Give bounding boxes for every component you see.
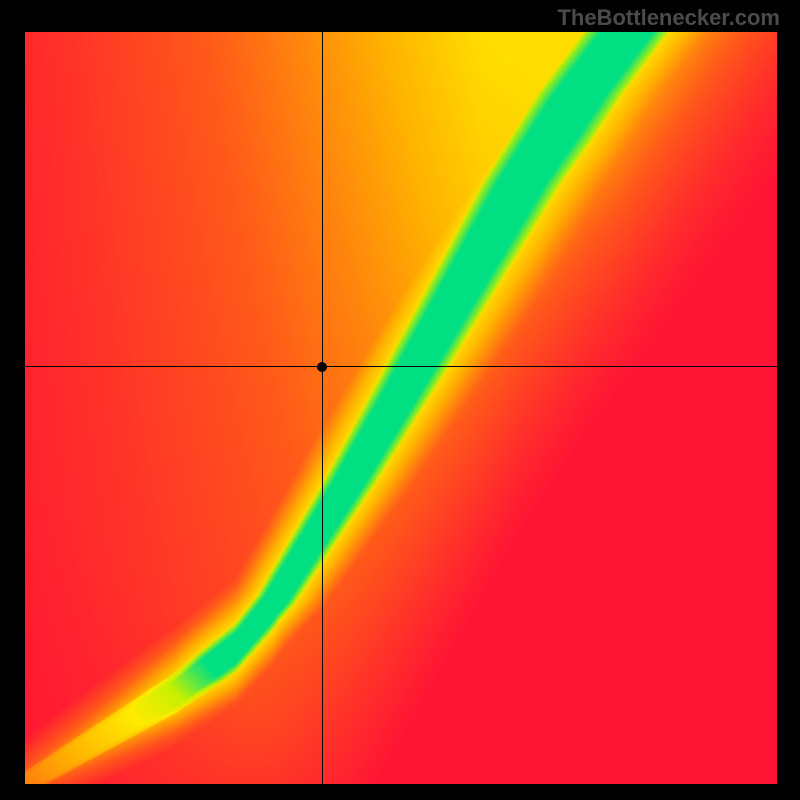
crosshair-marker-dot xyxy=(317,362,327,372)
crosshair-horizontal xyxy=(25,366,777,367)
bottleneck-heatmap xyxy=(25,32,777,784)
chart-frame: TheBottlenecker.com xyxy=(0,0,800,800)
watermark-text: TheBottlenecker.com xyxy=(557,5,780,31)
crosshair-vertical xyxy=(322,32,323,784)
